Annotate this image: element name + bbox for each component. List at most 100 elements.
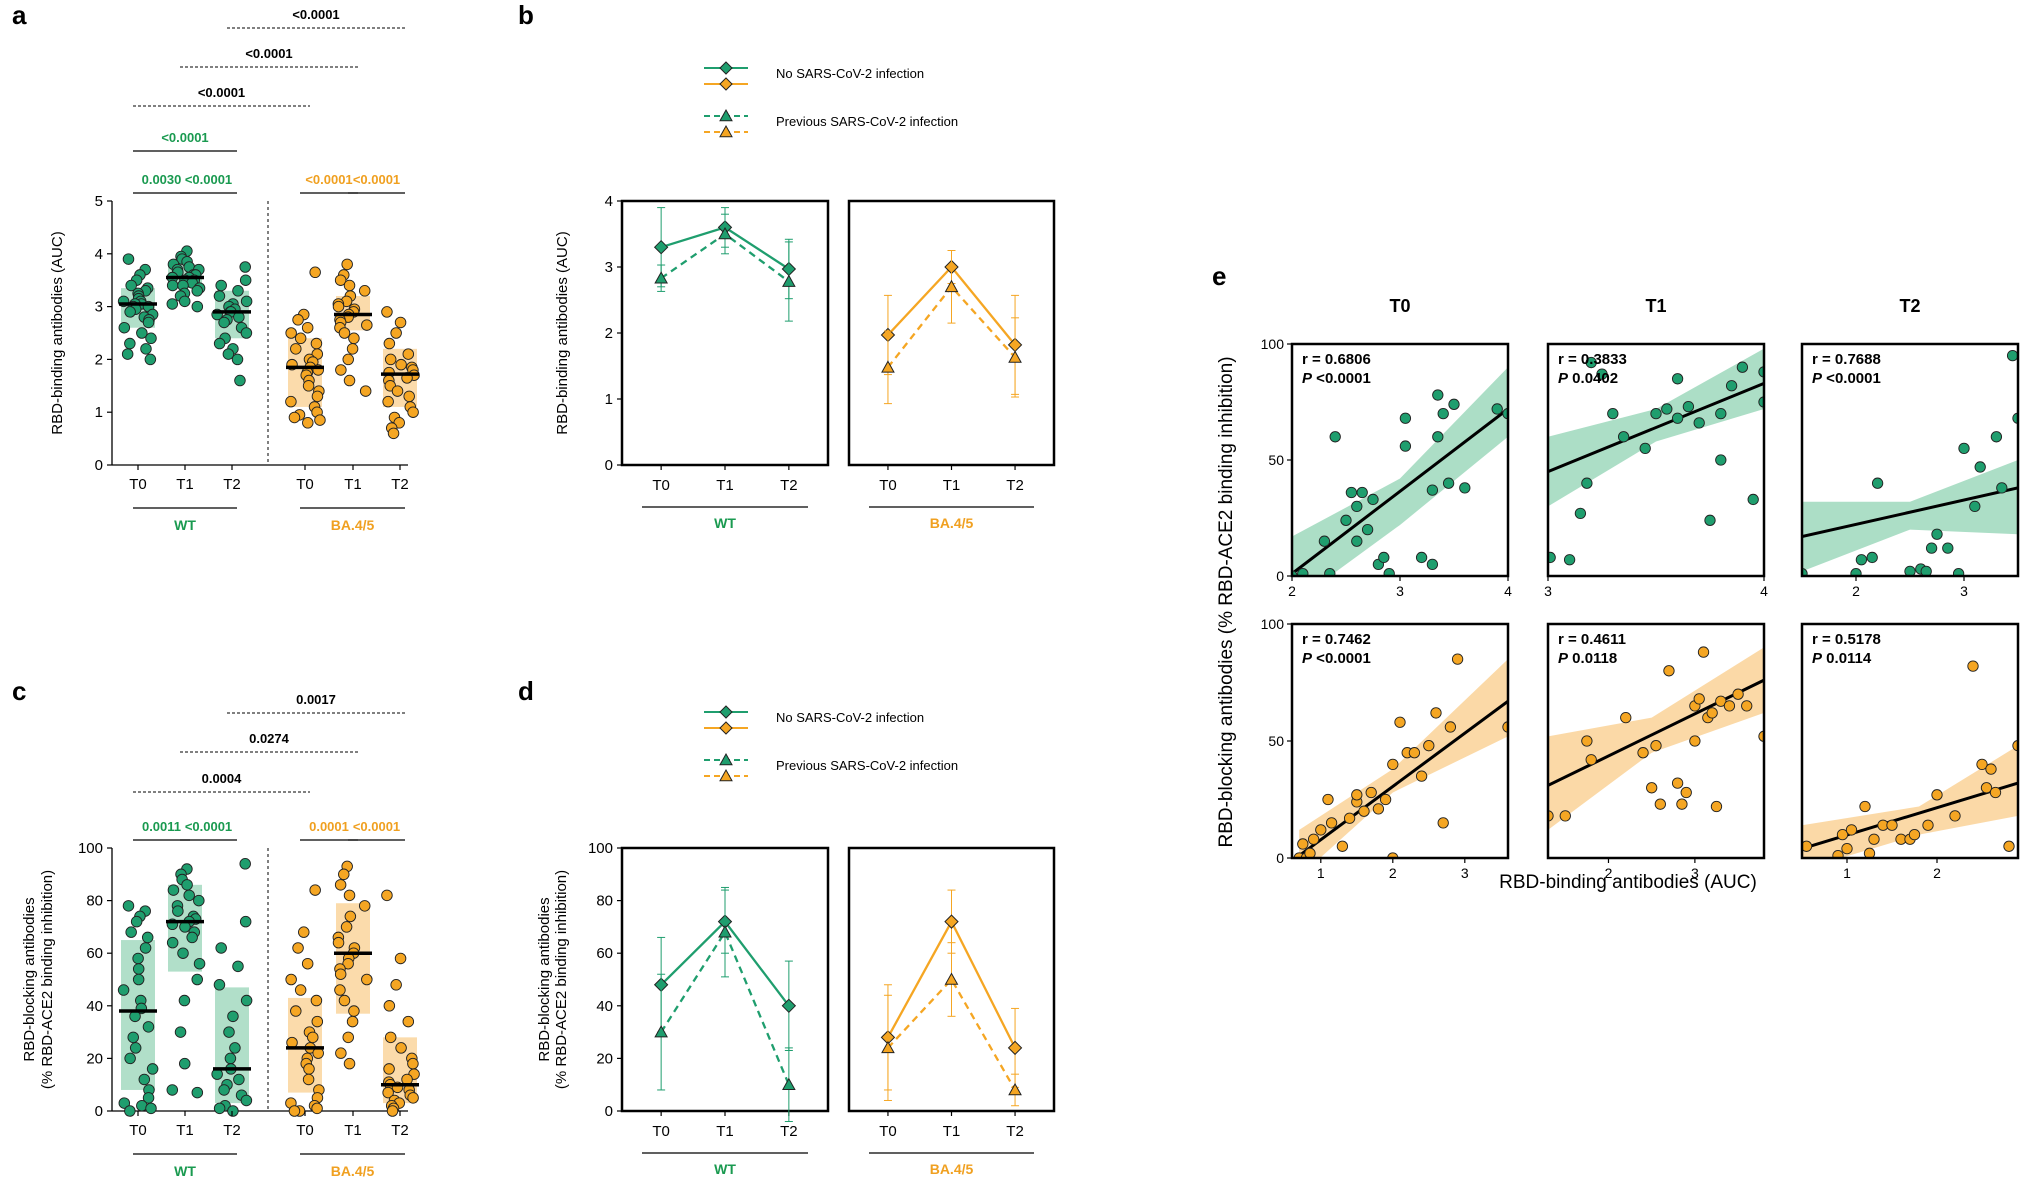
- data-point: [1415, 551, 1428, 564]
- data-point: [301, 321, 314, 334]
- data-point: [334, 968, 347, 980]
- y-tick-label: 100: [1261, 616, 1285, 632]
- data-point: [1581, 735, 1593, 747]
- diamond-marker: [719, 705, 733, 719]
- diamond-marker: [719, 721, 733, 735]
- data-point: [310, 337, 323, 350]
- data-point: [117, 984, 130, 996]
- data-point: [1444, 721, 1457, 733]
- data-point: [1394, 716, 1406, 728]
- data-point: [1868, 833, 1880, 845]
- data-point: [191, 285, 203, 297]
- data-point: [1976, 758, 1988, 771]
- data-point: [342, 1031, 354, 1044]
- data-point: [191, 1086, 204, 1099]
- triangle-marker: [718, 226, 732, 240]
- data-point: [1596, 368, 1608, 380]
- data-point: [338, 327, 351, 339]
- confidence-band: [1802, 460, 2018, 572]
- p-number: <0.0001: [1822, 370, 1881, 387]
- y-axis-title: (% RBD-ACE2 binding inhibition): [39, 870, 56, 1089]
- data-point: [1585, 356, 1597, 369]
- x-tick-label: T2: [223, 476, 241, 493]
- r-value: r = 0.5178: [1812, 631, 1881, 648]
- data-point: [1832, 850, 1844, 858]
- y-axis-title: RBD-binding antibodies (AUC): [49, 231, 66, 434]
- y-tick-label: 5: [95, 193, 103, 210]
- data-point: [288, 1105, 301, 1117]
- p-value-label: 0.0030: [142, 172, 182, 187]
- data-point: [384, 353, 397, 366]
- data-point: [232, 285, 244, 297]
- data-point: [213, 337, 226, 350]
- data-point: [132, 973, 145, 986]
- data-point: [145, 1102, 157, 1115]
- data-point: [142, 316, 155, 329]
- triangle-marker: [881, 360, 895, 373]
- p-value: P <0.0001: [1302, 370, 1371, 387]
- data-point: [142, 1021, 155, 1033]
- y-tick-label: 0: [95, 1103, 103, 1120]
- data-point: [343, 374, 356, 387]
- data-point: [1989, 786, 2002, 799]
- data-point: [118, 1097, 131, 1109]
- data-point: [402, 348, 415, 360]
- x-tick-label: T2: [780, 1123, 798, 1140]
- data-point: [383, 1063, 395, 1075]
- y-tick-label: 100: [1261, 336, 1285, 352]
- r-value: r = 0.7688: [1812, 351, 1881, 368]
- x-tick-label: T2: [223, 1122, 241, 1139]
- correlation-subplot: r = 0.7688 P <0.0001 2 3: [1800, 342, 2020, 599]
- data-point: [1297, 568, 1309, 576]
- regression-line: [1298, 700, 1508, 857]
- data-point: [124, 306, 136, 318]
- data-point: [394, 952, 407, 965]
- diamond-marker: [1007, 1040, 1023, 1056]
- x-tick-label: T0: [652, 477, 670, 494]
- confidence-band: [1548, 647, 1764, 830]
- data-point: [1451, 653, 1464, 665]
- data-point: [2012, 412, 2018, 424]
- group-label: WT: [174, 517, 196, 533]
- legend: No SARS-CoV-2 infection Previous SARS-CoV…: [704, 61, 958, 138]
- panel-letter: d: [518, 676, 534, 706]
- x-tick-label: 3: [1396, 583, 1404, 599]
- data-point: [1423, 740, 1435, 752]
- regression-line: [1292, 407, 1508, 575]
- triangle-marker: [718, 925, 732, 938]
- data-point: [335, 1047, 347, 1059]
- data-point: [1502, 721, 1508, 733]
- x-tick-label: T0: [296, 1122, 314, 1139]
- r-value: r = 0.4611: [1558, 631, 1626, 648]
- y-axis-title: (% RBD-ACE2 binding inhibition): [553, 870, 570, 1089]
- series-line: [660, 929, 790, 1086]
- confidence-band: [1299, 659, 1508, 858]
- data-point: [1802, 840, 1813, 852]
- data-point: [1682, 400, 1695, 413]
- data-point: [361, 319, 373, 331]
- y-tick-label: 0: [1276, 850, 1284, 866]
- data-point: [334, 274, 347, 286]
- data-point: [1886, 819, 1898, 831]
- data-point: [145, 332, 157, 345]
- data-point: [1758, 396, 1764, 408]
- y-axis-title: RBD-blocking antibodies: [536, 897, 553, 1061]
- data-point: [338, 868, 350, 881]
- data-point: [1747, 493, 1759, 506]
- diamond-marker: [719, 77, 733, 91]
- data-point: [1949, 810, 1961, 822]
- data-point: [1340, 514, 1352, 526]
- triangle-marker: [719, 768, 733, 782]
- data-point: [146, 1063, 159, 1075]
- p-symbol: P: [1812, 650, 1823, 667]
- confidence-band: [1292, 367, 1508, 576]
- data-point: [383, 1000, 396, 1012]
- data-point: [239, 858, 251, 870]
- p-symbol: P: [1558, 370, 1569, 387]
- regression-line: [1548, 678, 1764, 787]
- data-point: [166, 936, 179, 949]
- triangle-marker: [782, 1077, 796, 1090]
- data-point: [183, 889, 195, 902]
- data-point: [1845, 824, 1858, 836]
- data-point: [1663, 665, 1675, 677]
